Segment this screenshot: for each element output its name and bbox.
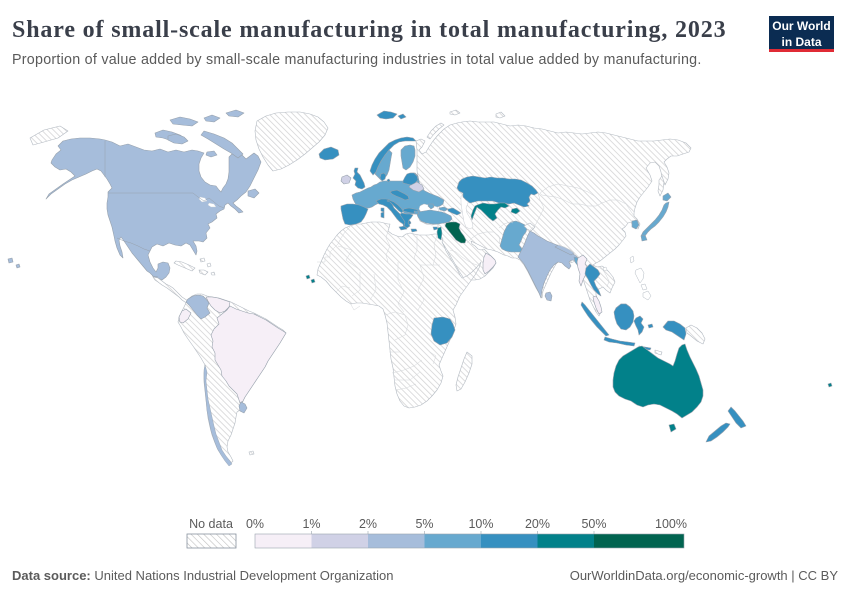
svg-text:1%: 1% (302, 517, 320, 531)
svg-text:20%: 20% (525, 517, 550, 531)
svg-text:2%: 2% (359, 517, 377, 531)
svg-text:No data: No data (189, 517, 233, 531)
svg-text:100%: 100% (655, 517, 687, 531)
svg-text:5%: 5% (415, 517, 433, 531)
svg-text:0%: 0% (246, 517, 264, 531)
svg-text:10%: 10% (468, 517, 493, 531)
svg-text:50%: 50% (581, 517, 606, 531)
